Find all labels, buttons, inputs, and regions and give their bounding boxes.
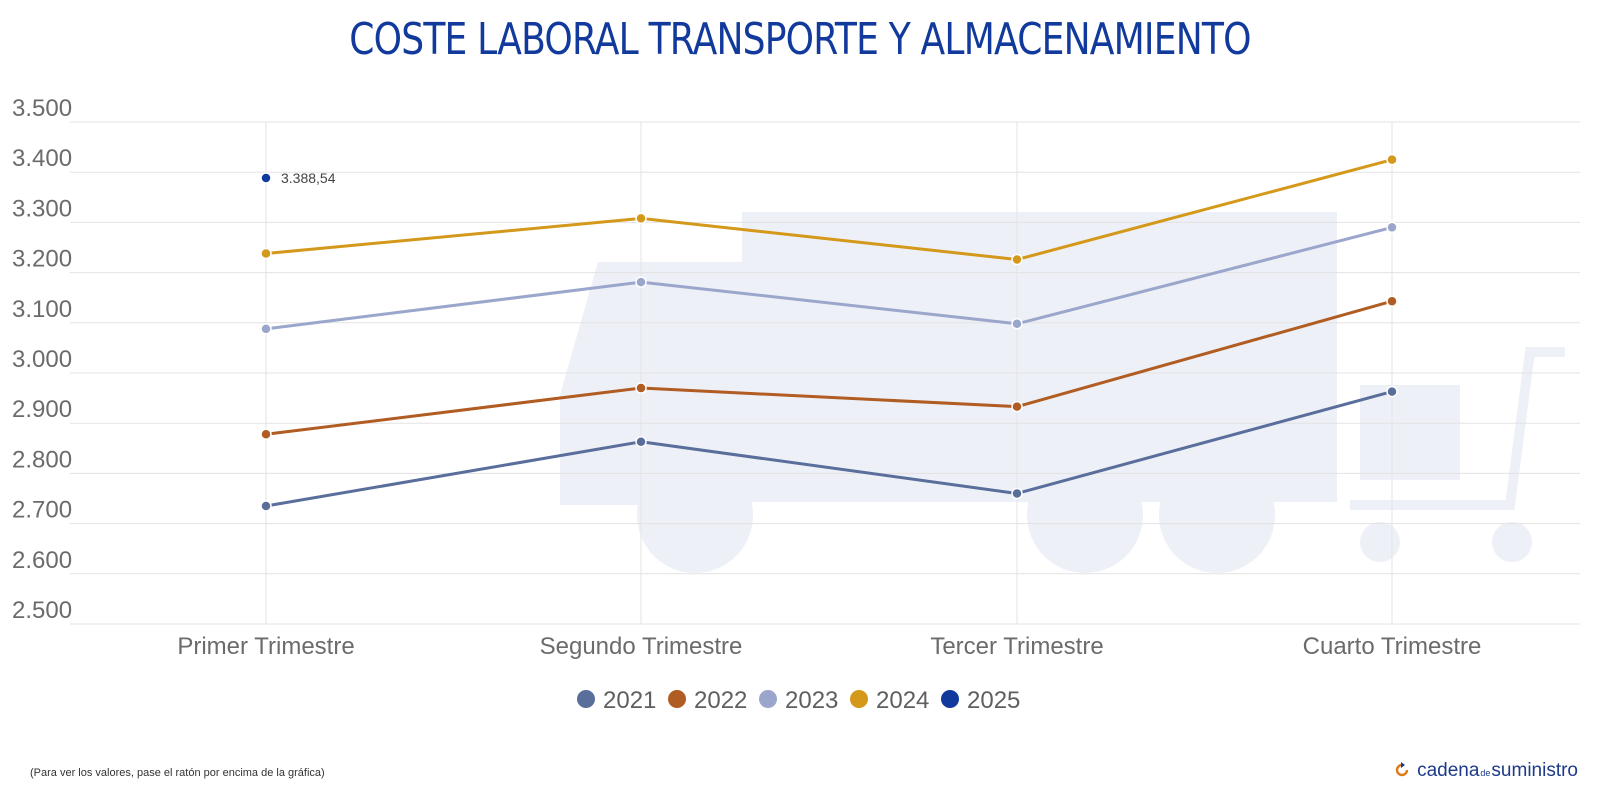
series-line-2024[interactable]	[265, 158, 1393, 262]
data-point-2023[interactable]	[1386, 221, 1398, 234]
data-point-2023[interactable]	[635, 276, 647, 288]
x-tick-label: Primer Trimestre	[177, 633, 354, 660]
legend-marker-2023[interactable]	[759, 690, 777, 708]
brand-text-de: de	[1480, 768, 1491, 778]
data-point-2024[interactable]	[260, 247, 272, 260]
y-tick-label: 2.800	[12, 446, 72, 473]
legend-label-2022[interactable]: 2022	[694, 687, 747, 714]
y-tick-label: 3.000	[12, 346, 72, 373]
y-tick-label: 3.500	[12, 95, 72, 122]
legend-marker-2022[interactable]	[668, 690, 686, 708]
x-tick-label: Cuarto Trimestre	[1303, 633, 1482, 660]
brand-text-cadena: cadena	[1417, 760, 1480, 781]
y-tick-label: 3.300	[12, 195, 72, 222]
data-point-2023[interactable]	[260, 323, 272, 335]
legend-label-2024[interactable]: 2024	[876, 687, 929, 714]
data-point-2023[interactable]	[1011, 318, 1023, 330]
footnote: (Para ver los valores, pase el ratón por…	[30, 767, 325, 779]
legend-marker-2024[interactable]	[850, 690, 868, 708]
data-point-2024[interactable]	[635, 212, 647, 225]
truck-watermark-icon	[560, 212, 1565, 573]
legend-label-2021[interactable]: 2021	[603, 687, 656, 714]
legend-label-2023[interactable]: 2023	[785, 687, 838, 714]
data-point-2025[interactable]	[260, 172, 272, 184]
brand-text-suministro: suministro	[1491, 760, 1578, 781]
series-line-2023[interactable]	[265, 225, 1393, 331]
data-label: 3.388,54	[281, 170, 336, 186]
legend-marker-2025[interactable]	[941, 690, 959, 708]
y-tick-label: 2.600	[12, 547, 72, 574]
data-point-2021[interactable]	[260, 500, 272, 512]
refresh-arrow-icon	[1395, 762, 1409, 777]
data-point-2024[interactable]	[1386, 153, 1398, 166]
data-point-2021[interactable]	[635, 436, 647, 448]
data-point-2024[interactable]	[1011, 253, 1023, 266]
data-point-2021[interactable]	[1386, 385, 1398, 398]
series-line-2021[interactable]	[265, 390, 1393, 508]
series-line-2022[interactable]	[265, 299, 1393, 436]
y-tick-label: 3.200	[12, 246, 72, 273]
data-point-2022[interactable]	[1011, 400, 1023, 413]
y-tick-label: 3.100	[12, 296, 72, 323]
x-tick-label: Tercer Trimestre	[930, 633, 1103, 660]
y-tick-label: 2.900	[12, 396, 72, 423]
data-point-2022[interactable]	[260, 428, 272, 440]
page-title: COSTE LABORAL TRANSPORTE Y ALMACENAMIENT…	[349, 14, 1251, 65]
brand-logo[interactable]: cadena de suministro	[1394, 760, 1578, 782]
y-tick-label: 2.700	[12, 497, 72, 524]
legend-label-2025[interactable]: 2025	[967, 687, 1020, 714]
data-point-2021[interactable]	[1011, 487, 1023, 500]
data-point-2022[interactable]	[635, 382, 647, 394]
y-tick-label: 2.500	[12, 597, 72, 624]
y-tick-label: 3.400	[12, 145, 72, 172]
legend-marker-2021[interactable]	[577, 690, 595, 708]
x-tick-label: Segundo Trimestre	[540, 633, 743, 660]
data-point-2022[interactable]	[1386, 295, 1398, 307]
line-chart[interactable]: 2.500 2.600 2.700 2.800 2.900 3.000 3.100 3.200…	[0, 0, 1600, 740]
